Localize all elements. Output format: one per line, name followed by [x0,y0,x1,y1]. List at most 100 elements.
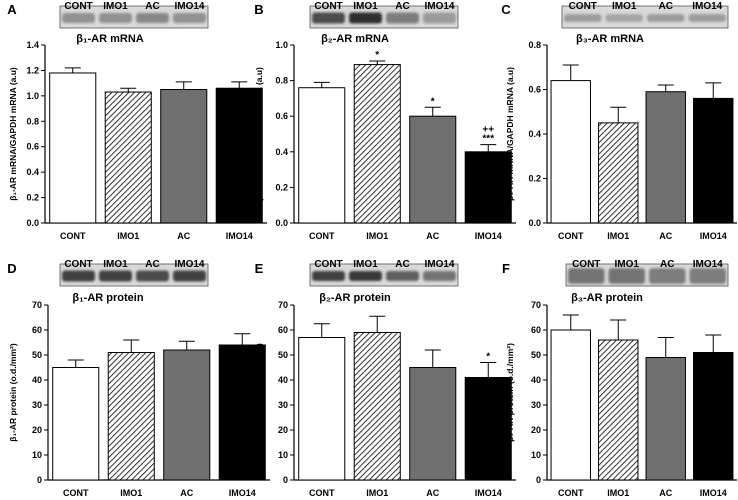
panel-d: D CONT IMO1 AC IMO14 β₁-AR protein 0 10 20 30 40 50… [7,259,270,498]
bar-ac [409,115,457,224]
blot-band [173,13,206,23]
y-tick-label: 0.4 [528,129,541,139]
bar-imo1 [107,352,155,481]
x-category-label: CONT [309,231,335,241]
blot-band [62,270,95,282]
bar-imo14 [218,344,266,481]
blot-band [608,268,645,284]
significance-marker: * [486,352,490,363]
blot-band [688,14,726,22]
y-axis-label: β₁-AR mRNA/GAPDH mRNA (a.u) [8,67,18,201]
panel-letter: D [7,261,16,276]
panel-c: C CONT IMO1 AC IMO14 β₃-AR mRNA 0.0 0.2 0.4 0.6 0.… [501,1,737,241]
y-tick-label: 0.8 [528,40,541,50]
y-tick-label: 40 [32,375,42,385]
panel-letter: B [254,2,263,17]
x-category-label: IMO14 [475,488,502,498]
y-tick-label: 20 [32,425,42,435]
y-tick-label: 0.0 [26,218,39,228]
x-category-label: AC [177,231,190,241]
y-tick-label: 30 [32,400,42,410]
blot-band [349,271,382,281]
bar-imo14 [693,97,734,224]
y-tick-label: 0.2 [528,174,541,184]
panel-letter: C [501,2,511,17]
x-category-label: AC [659,231,672,241]
y-tick-label: 40 [531,375,541,385]
blot-title: β₃-AR protein [571,292,643,304]
blot-title: β₂-AR mRNA [321,33,389,45]
y-tick-label: 0.8 [275,76,288,86]
x-category-label: AC [659,488,672,498]
y-tick-label: 50 [278,350,288,360]
blot-band [312,271,345,281]
bar-cont [550,80,591,224]
blot-band [386,271,419,281]
y-tick-label: 70 [278,300,288,310]
blot-background [565,263,729,287]
y-tick-label: 0.0 [528,218,541,228]
blot-band [605,14,643,22]
x-category-label: CONT [309,488,335,498]
x-category-label: CONT [63,488,89,498]
blot-title: β₁-AR mRNA [76,33,144,45]
y-tick-label: 0.8 [26,116,39,126]
bar-ac [160,89,208,224]
blot-lane-label: IMO14 [424,1,454,12]
bar-ac [645,91,686,224]
y-tick-label: 30 [531,400,541,410]
panel-letter: E [255,261,264,276]
blot-lane-label: CONT [314,1,342,12]
bar-imo1 [353,64,401,224]
bar-cont [298,337,346,481]
y-tick-label: 0.6 [26,142,39,152]
y-axis-label: β₁-AR protein (o.d./mm²) [8,343,18,442]
x-category-label: IMO14 [475,231,502,241]
y-axis-label: β₂-AR protein (o.d./mm²) [254,343,264,442]
blot-lane-label: IMO14 [424,259,454,270]
significance-marker: ++ [482,125,494,136]
y-tick-label: 60 [531,325,541,335]
blot-lane-label: IMO1 [612,1,637,12]
western-blot-image: CONT IMO1 AC IMO14 [309,259,459,287]
y-tick-label: 30 [278,400,288,410]
x-category-label: AC [426,231,439,241]
x-category-label: IMO1 [607,488,629,498]
x-category-label: IMO1 [366,488,388,498]
blot-lane-label: IMO1 [353,1,378,12]
blot-background [309,5,459,29]
bar-ac [163,349,211,481]
panel-f: F CONT IMO1 AC IMO14 β₃-AR protein 0 10 20 30 40 50… [502,259,737,498]
significance-marker: * [375,50,379,61]
blot-band [386,12,419,24]
panel-a: A CONT IMO1 AC IMO14 β₁-AR mRNA 0.0 0.2 0.4 0.6 0.… [7,1,267,241]
y-tick-label: 0.6 [528,85,541,95]
bar-cont [49,72,97,224]
y-tick-label: 70 [32,300,42,310]
western-blot-image: CONT IMO1 AC IMO14 [565,259,729,287]
y-tick-label: 0.0 [275,218,288,228]
y-tick-label: 0.2 [275,182,288,192]
blot-title: β₂-AR protein [319,292,391,304]
blot-lane-label: IMO1 [615,259,640,270]
blot-lane-label: AC [659,1,673,12]
x-category-label: IMO14 [229,488,256,498]
western-blot-image: CONT IMO1 AC IMO14 [309,1,459,29]
y-tick-label: 60 [278,325,288,335]
x-category-label: IMO14 [226,231,253,241]
panel-b: B CONT IMO1 AC IMO14 β₂-AR mRNA 0.0 0.2 0.4 0.6 0.… [254,1,516,241]
panel-letter: F [502,261,510,276]
x-category-label: IMO1 [607,231,629,241]
blot-background [59,5,209,29]
western-blot-image: CONT IMO1 AC IMO14 [561,1,729,29]
panel-letter: A [7,2,17,17]
x-category-label: AC [426,488,439,498]
blot-band [173,270,206,282]
y-axis-label: β₃-AR mRNA/GAPDH mRNA (a.u) [505,67,515,201]
y-tick-label: 1.0 [26,91,39,101]
bar-imo1 [353,332,401,481]
blot-lane-label: CONT [64,1,92,12]
blot-lane-label: IMO14 [692,1,722,12]
x-category-label: IMO1 [117,231,139,241]
bar-imo14 [464,377,512,481]
